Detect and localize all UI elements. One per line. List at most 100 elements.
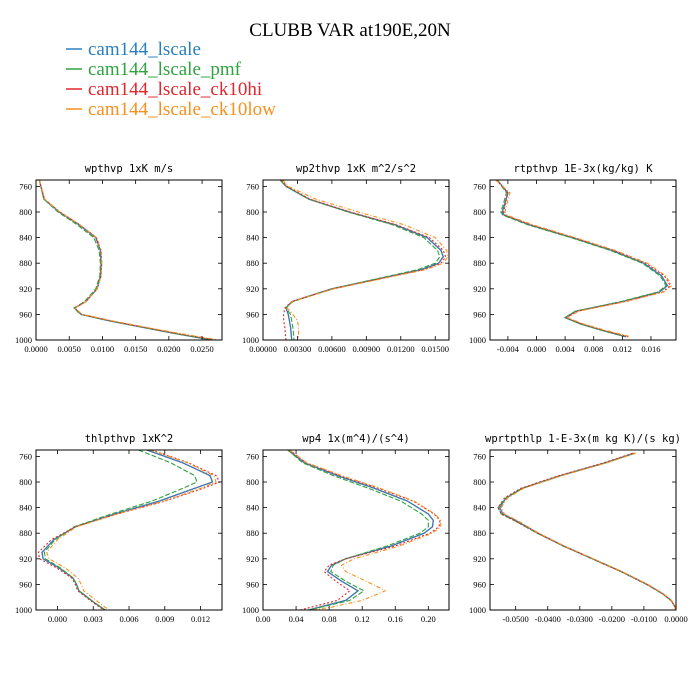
panel-5: wp4 1x(m^4)/(s^4)76080084088092096010000… bbox=[242, 433, 450, 624]
y-tick-label: 760 bbox=[246, 451, 259, 461]
y-tick-label: 1000 bbox=[469, 335, 486, 345]
series-line-cam144_lscale bbox=[279, 180, 444, 340]
y-tick-label: 1000 bbox=[15, 335, 32, 345]
x-tick-label: 0.0150 bbox=[124, 344, 147, 354]
y-tick-label: 760 bbox=[19, 451, 32, 461]
panel-3: rtpthvp 1E-3x(kg/kg) K 760 800 840 880 920 960… bbox=[469, 163, 677, 354]
y-tick-label: 840 bbox=[246, 233, 259, 243]
series-line-cam144_lscale_ck10low bbox=[282, 180, 449, 340]
y-tick-label: 880 bbox=[19, 258, 32, 268]
y-tick-label: 880 bbox=[246, 258, 259, 268]
x-tick-label: 0.00600 bbox=[318, 344, 346, 354]
series-shadow-line bbox=[496, 180, 669, 338]
x-tick-label: 0.012 bbox=[613, 344, 632, 354]
y-tick-label: 880 bbox=[246, 528, 259, 538]
x-tick-label: 0.009 bbox=[155, 614, 174, 624]
x-tick-label: 0.00 bbox=[256, 614, 271, 624]
y-tick-label: 800 bbox=[246, 477, 259, 487]
x-tick-label: -0.0100 bbox=[631, 614, 657, 624]
x-tick-label: 0.0200 bbox=[157, 344, 180, 354]
panel-title: thlpthvp 1xK^2 bbox=[85, 433, 174, 445]
y-tick-label: 840 bbox=[19, 503, 32, 513]
x-tick-label: 0.000 bbox=[48, 614, 67, 624]
panel-frame bbox=[35, 449, 223, 611]
legend-item: cam144_lscale_pmf bbox=[66, 59, 242, 80]
panel-frame bbox=[262, 179, 450, 341]
series-line-cam144_lscale_ck10low bbox=[46, 450, 217, 610]
panels: wpthvp 1xK m/s76080084088092096010000.00… bbox=[15, 163, 688, 624]
x-tick-label: 0.0100 bbox=[91, 344, 114, 354]
series-group bbox=[497, 452, 676, 610]
y-tick-label: 760 bbox=[19, 181, 32, 191]
legend-label: cam144_lscale_ck10low bbox=[88, 99, 276, 120]
y-tick-label: 880 bbox=[473, 528, 486, 538]
series-group bbox=[38, 180, 219, 340]
series-shadow-line bbox=[38, 180, 213, 340]
x-tick-label: 0.12 bbox=[355, 614, 370, 624]
x-tick-label: 0.04 bbox=[289, 614, 305, 624]
panel-title: wp4 1x(m^4)/(s^4) bbox=[302, 433, 409, 445]
series-line-cam144_lscale bbox=[38, 180, 213, 340]
x-tick-label: 0.16 bbox=[388, 614, 403, 624]
series-line-cam144_lscale_ck10low bbox=[289, 450, 442, 610]
panel-4: thlpthvp 1xK^2 760 800 840 880 920 960 1000 0.00… bbox=[15, 433, 223, 624]
y-tick-label: 760 bbox=[246, 181, 259, 191]
y-tick-label: 800 bbox=[246, 207, 259, 217]
x-tick-label: 0.01200 bbox=[387, 344, 415, 354]
panel-title: rtpthvp 1E-3x(kg/kg) K bbox=[513, 163, 653, 175]
series-shadow-line bbox=[287, 450, 434, 610]
series-line-cam144_lscale_pmf bbox=[287, 450, 429, 610]
x-tick-label: 0.0000 bbox=[24, 344, 47, 354]
series-line-cam144_lscale bbox=[287, 450, 434, 610]
series-line-cam144_lscale_ck10hi bbox=[496, 180, 671, 338]
series-shadow-line bbox=[41, 450, 214, 610]
series-line-cam144_lscale bbox=[41, 450, 214, 610]
series-group bbox=[287, 450, 442, 610]
legend: cam144_lscalecam144_lscale_pmfcam144_lsc… bbox=[66, 39, 276, 120]
panel-title: wpthvp 1xK m/s bbox=[85, 163, 174, 175]
y-tick-label: 840 bbox=[246, 503, 259, 513]
series-line-cam144_lscale_ck10hi bbox=[497, 452, 676, 610]
panel-2: wp2thvp 1xK m^2/s^2 760 800 840 880 920 960 100… bbox=[242, 163, 450, 354]
x-tick-label: -0.0300 bbox=[567, 614, 593, 624]
legend-label: cam144_lscale_ck10hi bbox=[88, 79, 262, 100]
y-tick-label: 920 bbox=[246, 284, 259, 294]
series-line-cam144_lscale_pmf bbox=[43, 450, 198, 610]
y-tick-label: 960 bbox=[19, 309, 32, 319]
panel-6: wprtpthlp 1-E-3x(m kg K)/(s kg) 760 800 840… bbox=[469, 433, 688, 624]
y-tick-label: 920 bbox=[473, 554, 486, 564]
y-tick-label: 800 bbox=[19, 477, 32, 487]
y-tick-label: 800 bbox=[473, 207, 486, 217]
y-tick-label: 920 bbox=[19, 284, 32, 294]
series-group bbox=[279, 180, 449, 340]
x-tick-label: 0.0050 bbox=[58, 344, 81, 354]
legend-item: cam144_lscale_ck10low bbox=[66, 99, 276, 120]
x-tick-label: 0.000 bbox=[527, 344, 546, 354]
y-tick-label: 800 bbox=[19, 207, 32, 217]
panel-frame bbox=[489, 449, 677, 611]
series-line-cam144_lscale_ck10low bbox=[495, 180, 673, 338]
y-tick-label: 920 bbox=[473, 284, 486, 294]
series-shadow-line bbox=[279, 180, 444, 340]
y-tick-label: 880 bbox=[19, 528, 32, 538]
series-line-cam144_lscale_pmf bbox=[279, 180, 441, 340]
y-tick-label: 760 bbox=[473, 451, 486, 461]
y-tick-label: 840 bbox=[473, 233, 486, 243]
series-line-cam144_lscale_pmf bbox=[496, 180, 667, 338]
x-tick-label: 0.012 bbox=[191, 614, 210, 624]
panel-title: wprtpthlp 1-E-3x(m kg K)/(s kg) bbox=[485, 433, 681, 445]
x-tick-label: -0.004 bbox=[497, 344, 520, 354]
series-line-cam144_lscale_ck10hi bbox=[38, 180, 216, 340]
y-tick-label: 840 bbox=[473, 503, 486, 513]
y-tick-label: 800 bbox=[473, 477, 486, 487]
x-tick-label: 0.00300 bbox=[284, 344, 312, 354]
y-tick-label: 920 bbox=[19, 554, 32, 564]
panel-frame bbox=[262, 449, 450, 611]
series-group bbox=[495, 180, 673, 338]
series-line-cam144_lscale_ck10hi bbox=[289, 450, 441, 610]
series-group bbox=[37, 450, 221, 610]
y-tick-label: 960 bbox=[246, 309, 259, 319]
y-tick-label: 1000 bbox=[15, 605, 32, 615]
x-tick-label: 0.00900 bbox=[353, 344, 381, 354]
y-tick-label: 840 bbox=[19, 233, 32, 243]
